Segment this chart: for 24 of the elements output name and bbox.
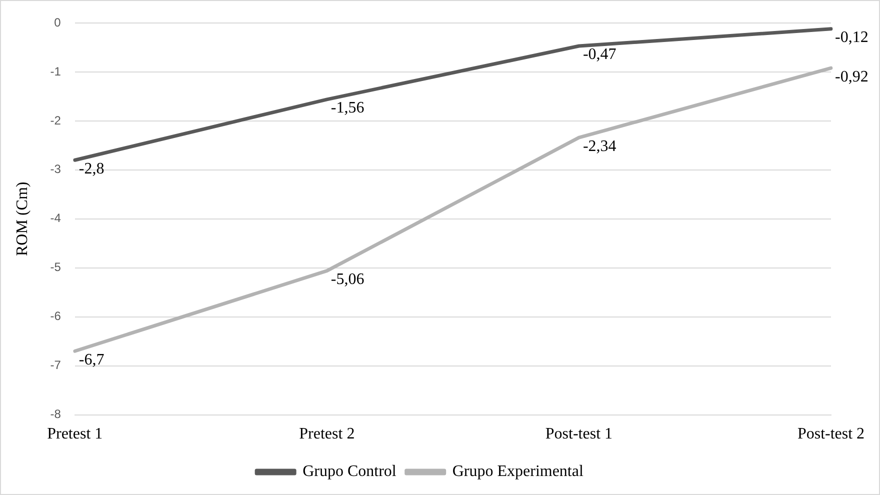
data-label: -2,8 <box>78 160 104 178</box>
x-tick-label: Post-test 1 <box>545 426 613 443</box>
y-tick-label: -2 <box>50 113 62 128</box>
x-tick-label: Post-test 2 <box>797 426 865 443</box>
legend-label: Grupo Experimental <box>452 463 584 480</box>
y-tick-label: -1 <box>50 64 62 78</box>
data-label: -0,47 <box>582 46 616 64</box>
data-label: -2,34 <box>582 138 616 155</box>
y-tick-label: 0 <box>54 15 62 30</box>
y-tick-label: -4 <box>50 211 62 226</box>
data-label: -0,92 <box>835 68 868 86</box>
x-tick-label: Pretest 1 <box>47 426 103 443</box>
y-tick-label: -3 <box>50 162 62 176</box>
y-tick-label: -5 <box>50 260 62 274</box>
data-label: -0,12 <box>835 29 868 46</box>
y-tick-label: -8 <box>50 407 62 422</box>
y-tick-label: -7 <box>50 358 62 372</box>
data-label: -1,56 <box>330 100 364 117</box>
x-tick-label: Pretest 2 <box>299 426 355 443</box>
legend-label: Grupo Control <box>302 463 397 480</box>
y-tick-label: -6 <box>50 309 62 324</box>
data-label: -6,7 <box>78 351 104 368</box>
y-axis-title: ROM (Cm) <box>14 182 31 256</box>
data-label: -5,06 <box>330 271 364 288</box>
